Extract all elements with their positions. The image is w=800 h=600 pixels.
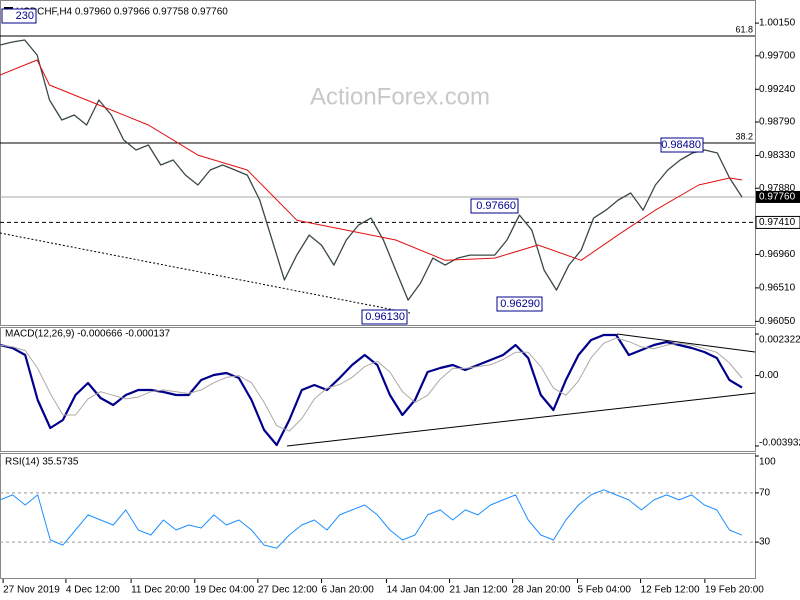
y-tick-label: 0.002322 (759, 335, 800, 346)
y-tick-label: 1.00150 (759, 18, 796, 29)
annotation: 0.96130 (365, 311, 405, 323)
y-tick-label: 0.99700 (759, 50, 796, 61)
fib-label: 38.2 (735, 131, 753, 141)
x-tick-label: 6 Jan 20:00 (322, 585, 375, 596)
price-panel (0, 0, 756, 326)
trend-line (616, 333, 756, 353)
y-tick-label: 30 (759, 537, 771, 548)
annotation-box (470, 198, 519, 214)
y-tick-label: 0.96050 (759, 316, 796, 327)
annotation: 0.98480 (661, 139, 701, 151)
series-line (0, 39, 743, 301)
x-tick-label: 12 Feb 12:00 (641, 585, 700, 596)
macd-panel (0, 327, 756, 452)
x-tick-label: 27 Nov 2019 (3, 585, 60, 596)
rsi-panel (0, 453, 756, 579)
y-tick-label: 0.98330 (759, 150, 796, 161)
x-tick-label: 21 Jan 12:00 (450, 585, 508, 596)
x-tick-label: 19 Feb 20:00 (705, 585, 764, 596)
annotation: 0.96290 (500, 298, 540, 310)
annotation-box (1, 8, 37, 24)
y-tick-label: 100 (759, 457, 776, 468)
trend-line (286, 392, 756, 447)
series-line (0, 489, 743, 549)
annotation: 230 (16, 10, 34, 22)
y-tick-label: 0.98790 (759, 117, 796, 128)
y-tick-label: 70 (759, 488, 771, 499)
y-tick-label: -0.003932 (759, 438, 800, 449)
watermark: ActionForex.com (310, 83, 490, 110)
macd-title: MACD(12,26,9) -0.000666 -0.000137 (5, 329, 171, 340)
price-box (756, 190, 800, 203)
trend-line (0, 232, 411, 314)
x-tick-label: 5 Feb 04:00 (578, 585, 632, 596)
series-line (0, 337, 743, 432)
y-tick-label: 0.96960 (759, 249, 796, 260)
y-tick-label: 0.97880 (759, 183, 796, 194)
x-tick-label: 27 Dec 12:00 (258, 585, 318, 596)
series-line (0, 59, 743, 261)
x-tick-label: 4 Dec 12:00 (66, 585, 120, 596)
support-box (755, 215, 800, 229)
annotation: 0.97660 (476, 200, 516, 212)
price-label: 0.97760 (759, 192, 796, 203)
annotation-box (496, 296, 543, 312)
y-tick-label: 0.00 (759, 370, 779, 381)
annotation-box (660, 137, 704, 153)
rsi-title: RSI(14) 35.5735 (5, 457, 79, 468)
x-tick-label: 11 Dec 20:00 (131, 585, 190, 596)
fib-label: 61.8 (735, 24, 753, 34)
x-tick-label: 14 Jan 04:00 (386, 585, 444, 596)
y-tick-label: 0.96510 (759, 283, 796, 294)
annotation-box (361, 309, 408, 325)
support-label: 0.97410 (759, 217, 796, 228)
y-tick-label: 0.99240 (759, 84, 796, 95)
x-tick-label: 19 Dec 04:00 (195, 585, 255, 596)
x-tick-label: 28 Jan 20:00 (513, 585, 571, 596)
chart-title: USDCHF,H4 0.97960 0.97966 0.97758 0.9776… (16, 7, 228, 18)
